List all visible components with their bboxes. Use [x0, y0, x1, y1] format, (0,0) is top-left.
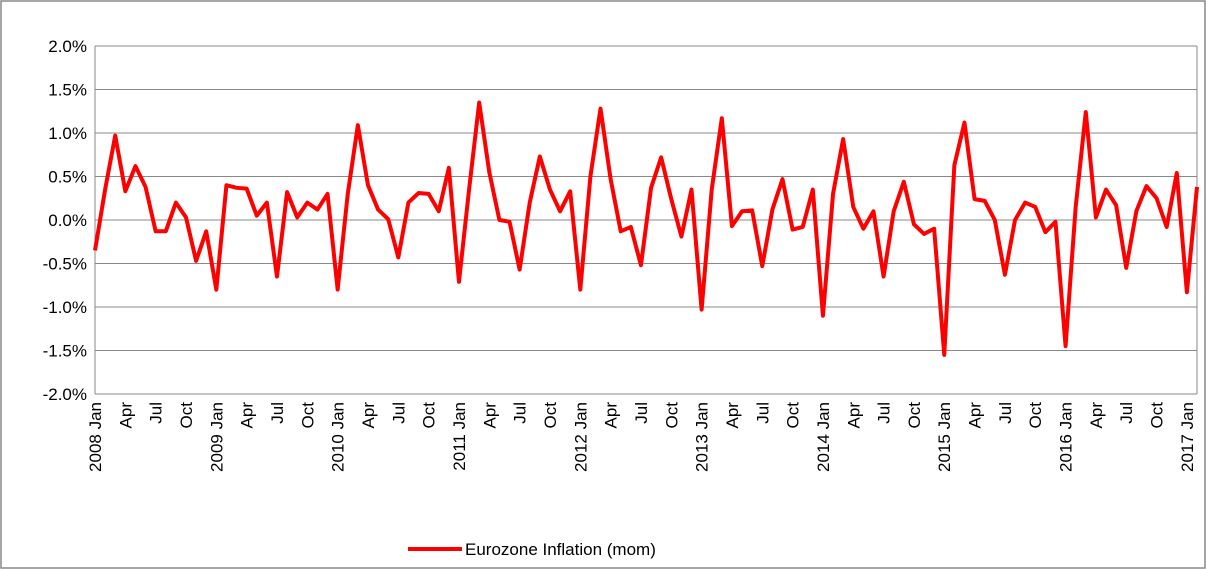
x-tick-label: Jul — [511, 402, 530, 424]
x-tick-label: Oct — [541, 402, 560, 429]
y-tick-label: -2.0% — [43, 385, 87, 404]
y-tick-label: -1.5% — [43, 342, 87, 361]
x-tick-label: Jul — [753, 402, 772, 424]
x-tick-label: Apr — [723, 402, 742, 429]
x-tick-label: Apr — [238, 402, 257, 429]
x-tick-label: 2017 Jan — [1178, 402, 1197, 472]
x-tick-label: Apr — [480, 402, 499, 429]
x-tick-label: 2014 Jan — [814, 402, 833, 472]
x-tick-label: Jul — [147, 402, 166, 424]
x-tick-label: Jul — [875, 402, 894, 424]
y-tick-label: -1.0% — [43, 298, 87, 317]
x-tick-label: Apr — [359, 402, 378, 429]
x-tick-label: Apr — [844, 402, 863, 429]
x-tick-label: Apr — [116, 402, 135, 429]
y-tick-label: 0.0% — [48, 211, 87, 230]
x-tick-label: Oct — [905, 402, 924, 429]
x-tick-label: Apr — [602, 402, 621, 429]
y-tick-label: 1.0% — [48, 124, 87, 143]
x-tick-label: 2015 Jan — [935, 402, 954, 472]
x-tick-label: 2009 Jan — [207, 402, 226, 472]
data-line — [93, 100, 1199, 357]
x-tick-label: Oct — [177, 402, 196, 429]
y-tick-label: 2.0% — [48, 37, 87, 56]
x-tick-label: Jul — [632, 402, 651, 424]
x-tick-label: Apr — [1087, 402, 1106, 429]
x-tick-label: Oct — [1148, 402, 1167, 429]
x-tick-label: Oct — [662, 402, 681, 429]
x-tick-label: Apr — [966, 402, 985, 429]
y-tick-label: -0.5% — [43, 255, 87, 274]
x-tick-label: Oct — [784, 402, 803, 429]
x-tick-label: 2013 Jan — [693, 402, 712, 472]
x-tick-label: 2016 Jan — [1057, 402, 1076, 472]
x-tick-label: Jul — [389, 402, 408, 424]
y-tick-label: 1.5% — [48, 81, 87, 100]
x-tick-label: Jul — [268, 402, 287, 424]
x-tick-label: 2010 Jan — [329, 402, 348, 472]
x-tick-label: 2008 Jan — [86, 402, 105, 472]
legend-label: Eurozone Inflation (mom) — [465, 540, 656, 559]
x-tick-label: Jul — [1117, 402, 1136, 424]
x-tick-label: Oct — [420, 402, 439, 429]
x-tick-label: Oct — [298, 402, 317, 429]
x-tick-label: 2011 Jan — [450, 402, 469, 471]
y-tick-label: 0.5% — [48, 168, 87, 187]
x-tick-label: Oct — [1026, 402, 1045, 429]
x-tick-label: 2012 Jan — [571, 402, 590, 472]
x-tick-label: Jul — [996, 402, 1015, 424]
